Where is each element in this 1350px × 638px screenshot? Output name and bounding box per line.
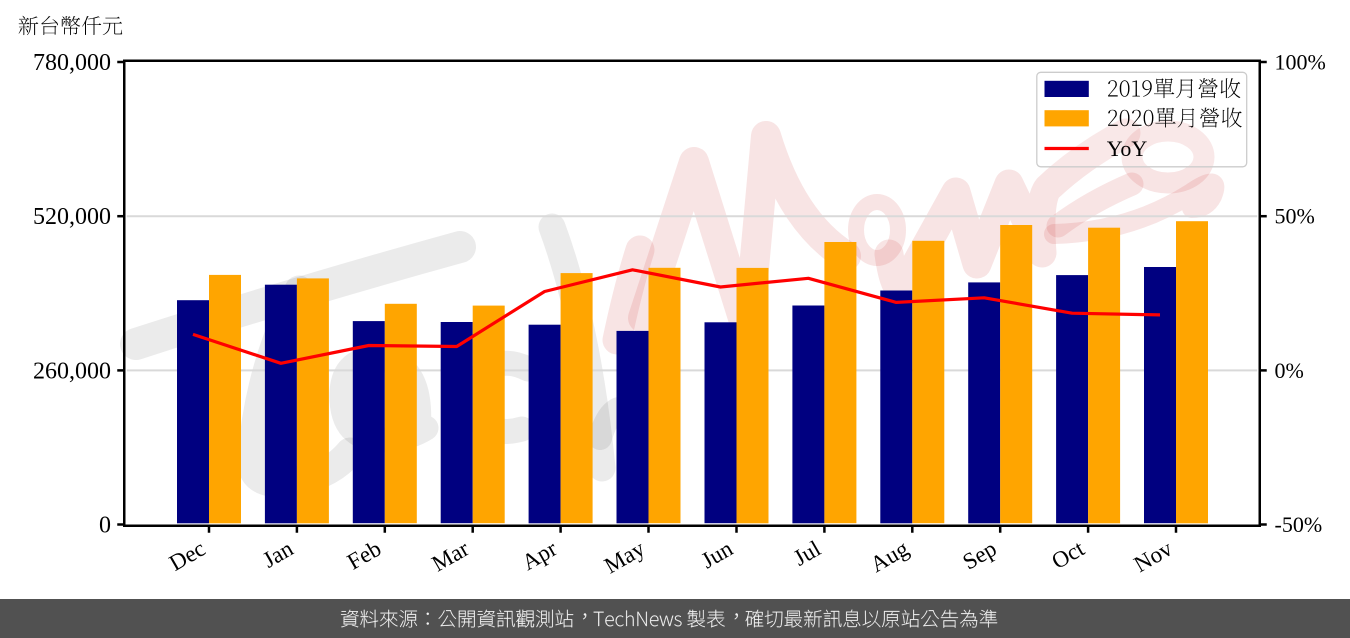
svg-text:780,000: 780,000 — [33, 50, 111, 76]
svg-text:520,000: 520,000 — [33, 204, 111, 230]
svg-text:0: 0 — [99, 513, 111, 539]
svg-text:YoY: YoY — [1107, 136, 1148, 161]
svg-text:-50%: -50% — [1275, 512, 1323, 537]
svg-text:0%: 0% — [1275, 358, 1304, 383]
svg-text:260,000: 260,000 — [33, 358, 111, 384]
svg-text:100%: 100% — [1275, 50, 1326, 75]
svg-text:50%: 50% — [1275, 204, 1315, 229]
